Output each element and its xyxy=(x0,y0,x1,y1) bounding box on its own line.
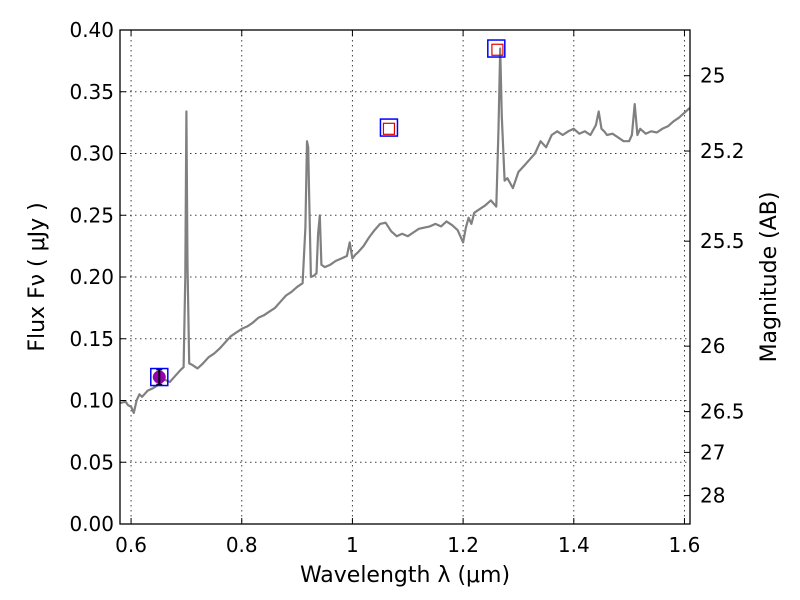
y-tick-label: 0.35 xyxy=(69,80,114,104)
y-tick-label: 0.05 xyxy=(69,450,114,474)
right-tick-label: 25 xyxy=(700,64,725,88)
model-photometry-square-red xyxy=(382,122,396,135)
y-tick-label: 0.25 xyxy=(69,203,114,227)
y-tick-label: 0.10 xyxy=(69,389,114,413)
x-tick-label: 1.6 xyxy=(669,533,701,557)
y-axis-label: Flux Fν ( μJy ) xyxy=(25,202,50,351)
x-tick-label: 1.2 xyxy=(447,533,479,557)
right-tick-label: 27 xyxy=(700,440,725,464)
y-tick-label: 0.40 xyxy=(69,18,114,42)
y-tick-label: 0.30 xyxy=(69,142,114,166)
x-tick-label: 0.6 xyxy=(115,533,147,557)
right-tick-label: 25.5 xyxy=(700,229,745,253)
right-tick-label: 28 xyxy=(700,484,725,508)
right-magnitude-ticks: 25 25.2 25.5 26 26.5 27 28 xyxy=(684,64,745,508)
x-tick-label: 1.4 xyxy=(558,533,590,557)
y-tick-label: 0.20 xyxy=(69,265,114,289)
x-tick-label: 0.8 xyxy=(226,533,258,557)
y-tick-label: 0.15 xyxy=(69,327,114,351)
right-axis-label: Magnitude (AB) xyxy=(757,192,782,363)
model-photometry-square-blue xyxy=(150,367,169,387)
right-tick-label: 26.5 xyxy=(700,400,745,424)
grid-lines xyxy=(120,29,690,525)
model-photometry-square-blue xyxy=(487,39,506,58)
right-tick-label: 26 xyxy=(700,334,725,358)
model-photometry-square-red xyxy=(491,43,504,56)
right-tick-label: 25.2 xyxy=(700,139,745,163)
model-photometry-square-blue xyxy=(379,118,399,137)
spectrum-line xyxy=(120,47,690,414)
x-axis-label: Wavelength λ (μm) xyxy=(300,563,510,588)
y-tick-label: 0.00 xyxy=(69,512,114,536)
x-tick-label: 1 xyxy=(346,533,359,557)
x-ticks: 0.6 0.8 1 1.2 1.4 1.6 xyxy=(115,30,700,557)
y-ticks: 0.00 0.05 0.10 0.15 0.20 0.25 0.30 0.35 0.40 xyxy=(69,18,126,536)
spectrum-series xyxy=(120,47,690,414)
photometry-points xyxy=(150,39,506,387)
